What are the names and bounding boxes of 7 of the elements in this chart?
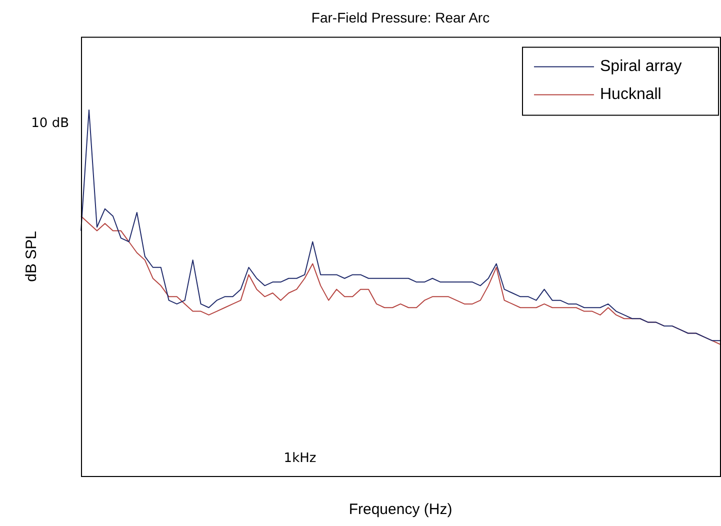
chart-title: Far-Field Pressure: Rear Arc [311,9,490,26]
annotation: 1kHz [284,451,316,466]
y-axis-title: dB SPL [23,230,40,282]
legend-label: Spiral array [600,58,682,76]
x-axis-title: Frequency (Hz) [348,501,452,518]
legend-label: Hucknall [600,86,662,104]
text: 10 dB [31,116,69,131]
